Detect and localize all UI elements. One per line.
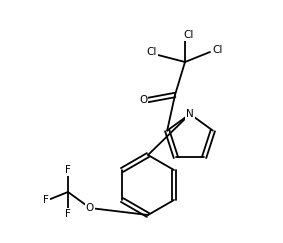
Text: Cl: Cl (184, 30, 194, 40)
Text: N: N (186, 109, 194, 119)
Text: Cl: Cl (147, 47, 157, 57)
Text: F: F (65, 209, 71, 219)
Text: O: O (139, 95, 147, 105)
Text: Cl: Cl (213, 45, 223, 55)
Text: F: F (65, 165, 71, 175)
Text: F: F (43, 195, 49, 205)
Text: O: O (86, 203, 94, 213)
